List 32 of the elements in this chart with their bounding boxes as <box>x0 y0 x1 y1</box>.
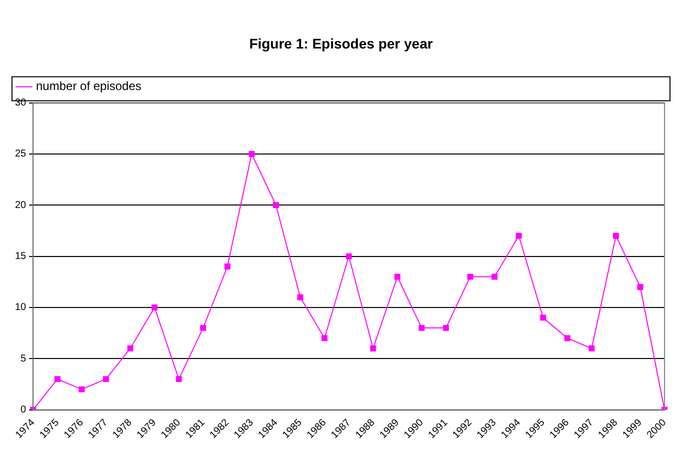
y-tick-label: 5 <box>20 353 27 364</box>
point <box>540 314 546 321</box>
point <box>442 324 449 331</box>
point <box>588 345 595 352</box>
y-tick-label: 25 <box>15 148 27 160</box>
point <box>516 232 522 239</box>
point <box>418 324 425 331</box>
point <box>103 376 109 382</box>
point <box>54 376 60 382</box>
y-tick-label: 10 <box>15 302 27 314</box>
point <box>78 386 85 392</box>
point <box>637 284 644 290</box>
point <box>224 264 230 270</box>
point <box>127 345 134 352</box>
point <box>612 232 619 239</box>
point <box>297 294 304 300</box>
chart-title: Figure 1: Episodes per year <box>249 35 434 52</box>
point <box>272 202 279 208</box>
legend-label: number of episodes <box>36 79 142 94</box>
point <box>152 304 158 310</box>
point <box>200 324 206 331</box>
point <box>346 253 352 260</box>
point <box>322 335 328 342</box>
point <box>176 376 182 382</box>
point <box>492 274 498 280</box>
y-tick-label: 20 <box>15 200 27 211</box>
point <box>370 345 376 352</box>
point <box>248 150 255 157</box>
point <box>394 274 400 280</box>
y-tick-label: 0 <box>20 404 27 416</box>
y-tick-label: 15 <box>15 251 27 262</box>
point <box>564 335 570 342</box>
